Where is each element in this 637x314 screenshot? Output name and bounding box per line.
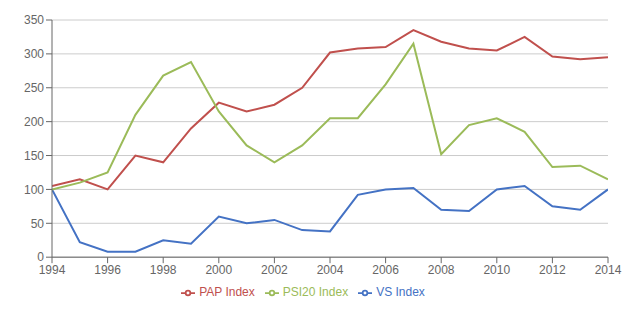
svg-text:150: 150 bbox=[24, 149, 44, 163]
svg-text:2006: 2006 bbox=[372, 263, 399, 277]
svg-text:300: 300 bbox=[24, 47, 44, 61]
svg-text:200: 200 bbox=[24, 115, 44, 129]
svg-text:0: 0 bbox=[37, 250, 44, 264]
svg-text:1996: 1996 bbox=[94, 263, 121, 277]
html-text:VS Index: VS Index bbox=[376, 285, 425, 300]
svg-text:2004: 2004 bbox=[317, 263, 344, 277]
html-text:PSI20 Index: PSI20 Index bbox=[282, 285, 349, 300]
svg-text:100: 100 bbox=[24, 183, 44, 197]
svg-text:2012: 2012 bbox=[539, 263, 566, 277]
svg-text:2008: 2008 bbox=[428, 263, 455, 277]
html-text:PAP Index: PAP Index bbox=[199, 285, 255, 300]
svg-text:50: 50 bbox=[31, 217, 45, 231]
svg-text:2000: 2000 bbox=[205, 263, 232, 277]
svg-text:2002: 2002 bbox=[261, 263, 288, 277]
svg-text:2010: 2010 bbox=[483, 263, 510, 277]
svg-text:1994: 1994 bbox=[39, 263, 66, 277]
svg-text:1998: 1998 bbox=[150, 263, 177, 277]
svg-text:250: 250 bbox=[24, 81, 44, 95]
svg-text:2014: 2014 bbox=[595, 263, 622, 277]
svg-text:350: 350 bbox=[24, 13, 44, 27]
